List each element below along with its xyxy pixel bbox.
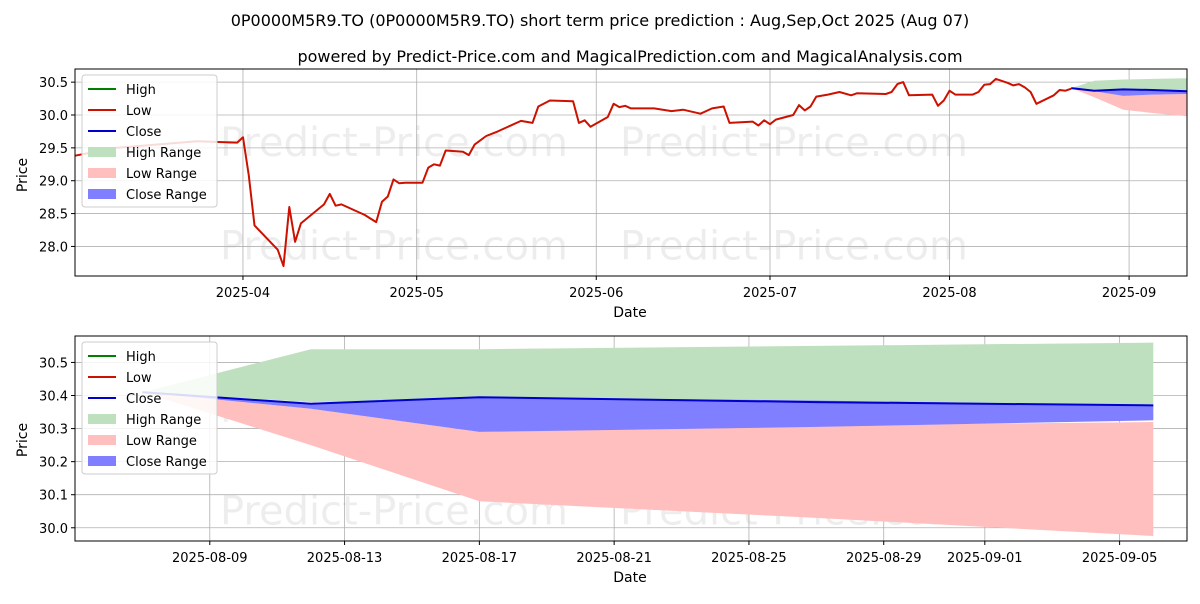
- legend-low-label: Low: [126, 371, 152, 386]
- legend-close-label: Close: [126, 392, 161, 407]
- top-panel: Predict-Price.com Predict-Price.comPredic…: [15, 68, 1188, 321]
- bottom-panel: Predict-Price.comPredict-Price.comPredic…: [15, 335, 1188, 586]
- bottom-marks: [142, 342, 1154, 536]
- low-series-line: [74, 77, 1072, 268]
- bottom-legend: High Low Close High Range Low Range Close Ran…: [81, 341, 218, 475]
- top-x-axis-label: Date: [613, 305, 646, 321]
- bottom-x-axis-label: Date: [613, 570, 646, 586]
- y-tick-label: 29.5: [39, 142, 68, 157]
- legend-high-range-swatch: [88, 414, 116, 424]
- legend-close-range-swatch: [88, 189, 116, 199]
- y-tick-label: 30.0: [39, 109, 68, 124]
- close-forecast-line: [142, 391, 1154, 407]
- bottom-plot-frame: [74, 335, 1188, 542]
- x-tick-label: 2025-05: [390, 286, 444, 301]
- chart-subtitle: powered by Predict-Price.com and Magical…: [297, 47, 962, 66]
- x-tick-label: 2025-04: [216, 286, 270, 301]
- top-plot-frame: [74, 68, 1188, 277]
- y-tick-label: 30.0: [39, 522, 68, 537]
- y-tick-label: 28.5: [39, 208, 68, 223]
- legend-close-range-label: Close Range: [126, 455, 207, 470]
- legend-high-range-swatch: [88, 147, 116, 157]
- top-marks: [74, 77, 1188, 268]
- legend-high-range-label: High Range: [126, 146, 201, 161]
- legend-low-label: Low: [126, 104, 152, 119]
- x-tick-label: 2025-06: [569, 286, 623, 301]
- close-range-band: [1071, 88, 1187, 96]
- top-plot-area: [75, 69, 1187, 276]
- low-range-band: [142, 392, 1154, 536]
- top-y-axis-label: Price: [15, 158, 31, 192]
- x-tick-label: 2025-08-25: [711, 551, 787, 566]
- x-tick-label: 2025-08-13: [307, 551, 383, 566]
- high-range-band: [1071, 78, 1187, 92]
- legend-close-range-swatch: [88, 456, 116, 466]
- top-legend: High Low Close High Range Low Range Close Ran…: [81, 74, 218, 208]
- watermark-text: Predict-Price.com: [620, 120, 968, 166]
- top-y-ticks: 28.0 28.5 29.0 29.5 30.0 30.5: [39, 76, 75, 255]
- legend-close-label: Close: [126, 125, 161, 140]
- y-tick-label: 30.2: [39, 456, 68, 471]
- x-tick-label: 2025-08-29: [846, 551, 922, 566]
- y-tick-label: 30.5: [39, 356, 68, 371]
- legend-low-range-swatch: [88, 168, 116, 178]
- bottom-y-axis-label: Price: [15, 423, 31, 457]
- y-tick-label: 30.4: [39, 390, 68, 405]
- watermark-text: Predict-Price.com: [220, 120, 568, 166]
- legend-low-range-label: Low Range: [126, 434, 197, 449]
- x-tick-label: 2025-08: [922, 286, 976, 301]
- x-tick-label: 2025-08-21: [576, 551, 652, 566]
- legend-low-range-label: Low Range: [126, 167, 197, 182]
- legend-high-range-label: High Range: [126, 413, 201, 428]
- x-tick-label: 2025-08-09: [172, 551, 248, 566]
- y-tick-label: 30.5: [39, 76, 68, 91]
- y-tick-label: 28.0: [39, 240, 68, 255]
- legend-low-range-swatch: [88, 435, 116, 445]
- close-forecast-line: [1071, 87, 1188, 93]
- x-tick-label: 2025-09-01: [947, 551, 1023, 566]
- chart-title: 0P0000M5R9.TO (0P0000M5R9.TO) short term…: [231, 11, 970, 30]
- top-x-ticks: 2025-04 2025-05 2025-06 2025-07 2025-08 2025-…: [216, 276, 1156, 301]
- y-tick-label: 29.0: [39, 175, 68, 190]
- bottom-x-ticks: 2025-08-09 2025-08-13 2025-08-17 2025-08-21…: [172, 541, 1157, 566]
- legend-high-label: High: [126, 83, 156, 98]
- legend-high-label: High: [126, 350, 156, 365]
- y-tick-label: 30.3: [39, 423, 68, 438]
- low-range-band: [1071, 88, 1187, 117]
- bottom-y-ticks: 30.0 30.1 30.2 30.3 30.4 30.5: [39, 356, 75, 537]
- x-tick-label: 2025-09-05: [1082, 551, 1158, 566]
- legend-close-range-label: Close Range: [126, 188, 207, 203]
- x-tick-label: 2025-08-17: [442, 551, 518, 566]
- y-tick-label: 30.1: [39, 489, 68, 504]
- x-tick-label: 2025-07: [743, 286, 797, 301]
- x-tick-label: 2025-09: [1102, 286, 1156, 301]
- high-range-band: [142, 342, 1154, 406]
